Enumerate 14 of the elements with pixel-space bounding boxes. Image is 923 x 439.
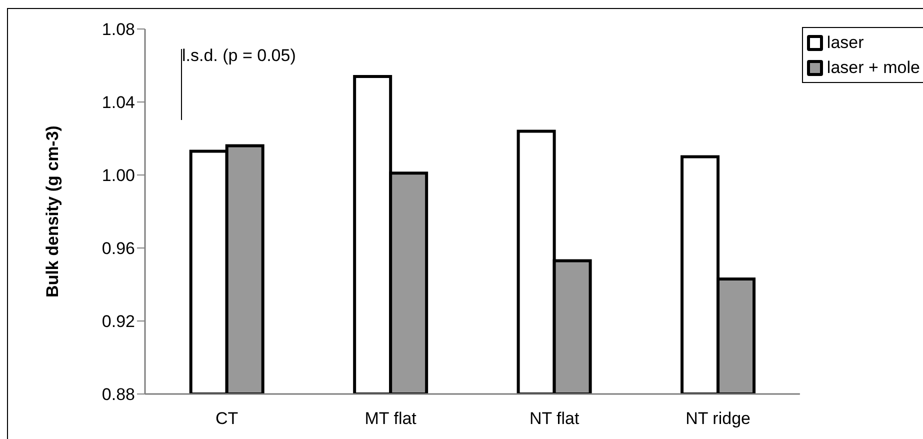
x-tick-label: NT flat xyxy=(529,409,580,428)
legend-label: laser xyxy=(826,32,864,52)
y-tick-label: 1.08 xyxy=(102,20,135,40)
y-tick-label: 0.92 xyxy=(102,312,135,332)
annotation: l.s.d. (p = 0.05) xyxy=(182,46,296,66)
y-tick-label: 0.88 xyxy=(102,385,135,404)
y-tick-label: 1.00 xyxy=(102,166,135,186)
x-tick-label: MT flat xyxy=(364,409,417,428)
y-axis-title: Bulk density (g cm-3) xyxy=(43,126,62,298)
x-tick-label: NT ridge xyxy=(686,409,750,428)
legend-label: laser + mole xyxy=(826,58,920,78)
y-tick-label: 0.96 xyxy=(102,239,135,258)
x-tick-label: CT xyxy=(216,409,238,428)
y-tick-label: 1.04 xyxy=(102,93,135,112)
